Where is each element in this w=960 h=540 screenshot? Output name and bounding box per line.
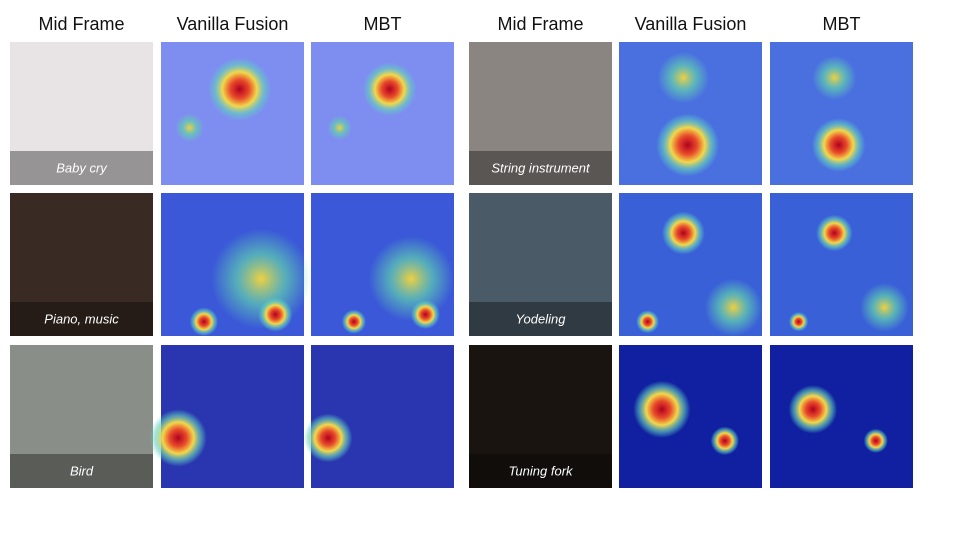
- label-strip: [469, 302, 612, 336]
- frame-label: Tuning fork: [508, 463, 574, 478]
- frame-label: Yodeling: [516, 311, 567, 326]
- column-header: MBT: [364, 14, 402, 34]
- label-strip: [469, 151, 612, 185]
- heat-spot: [362, 62, 417, 116]
- heat-spot: [303, 413, 353, 463]
- label-strip: [10, 454, 153, 488]
- heat-spot: [656, 113, 720, 177]
- heat-spot: [860, 283, 909, 332]
- heatmap: [303, 345, 454, 488]
- heatmap: [149, 345, 304, 488]
- heatmap: [619, 345, 762, 488]
- heat-spot: [636, 310, 660, 334]
- heat-spot: [175, 113, 204, 143]
- heat-spot: [327, 115, 352, 140]
- heat-spot: [149, 409, 207, 467]
- heatmap: [770, 193, 913, 336]
- column-header: Vanilla Fusion: [177, 14, 289, 34]
- frame-label: String instrument: [491, 160, 591, 175]
- heatmap: [311, 42, 454, 185]
- heat-spot: [189, 307, 219, 337]
- heat-spot: [410, 299, 440, 330]
- label-strip: [10, 302, 153, 336]
- frame-label: Piano, music: [44, 311, 119, 326]
- heatmap: [770, 345, 913, 488]
- heatmap: [619, 193, 763, 336]
- heat-spot: [816, 214, 853, 252]
- column-header: Mid Frame: [497, 14, 583, 34]
- video-frame: [10, 42, 153, 185]
- heat-spot: [710, 426, 740, 456]
- heat-spot: [788, 311, 809, 332]
- video-frame: [469, 193, 612, 336]
- column-header: Mid Frame: [38, 14, 124, 34]
- video-frame: [469, 42, 612, 185]
- frame-label: Bird: [70, 463, 94, 478]
- heatmap: [619, 42, 762, 185]
- heat-spot: [704, 278, 763, 336]
- heat-spot: [788, 385, 838, 434]
- heatmap: [161, 193, 312, 337]
- video-frame: [10, 345, 153, 488]
- column-header: MBT: [823, 14, 861, 34]
- heat-spot: [863, 428, 888, 453]
- heat-spot: [258, 297, 293, 332]
- video-frame: [10, 193, 153, 336]
- label-strip: [469, 454, 612, 488]
- heatmap: [161, 42, 304, 185]
- video-frame: [469, 345, 612, 488]
- heatmap: [311, 193, 454, 336]
- heat-spot: [661, 211, 705, 255]
- frame-label: Baby cry: [56, 160, 108, 175]
- heat-spot: [633, 380, 691, 438]
- heat-spot: [657, 52, 710, 104]
- heat-spot: [812, 55, 857, 100]
- heat-spot: [368, 236, 454, 322]
- heat-spot: [208, 57, 272, 121]
- heatmap: [770, 42, 913, 185]
- label-strip: [10, 151, 153, 185]
- heat-spot: [341, 309, 367, 334]
- heat-spot: [811, 118, 866, 172]
- column-header: Vanilla Fusion: [635, 14, 747, 34]
